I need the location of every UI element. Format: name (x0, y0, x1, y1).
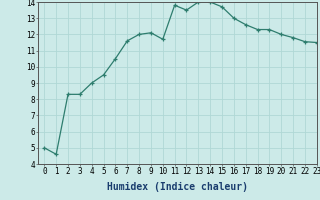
X-axis label: Humidex (Indice chaleur): Humidex (Indice chaleur) (107, 182, 248, 192)
